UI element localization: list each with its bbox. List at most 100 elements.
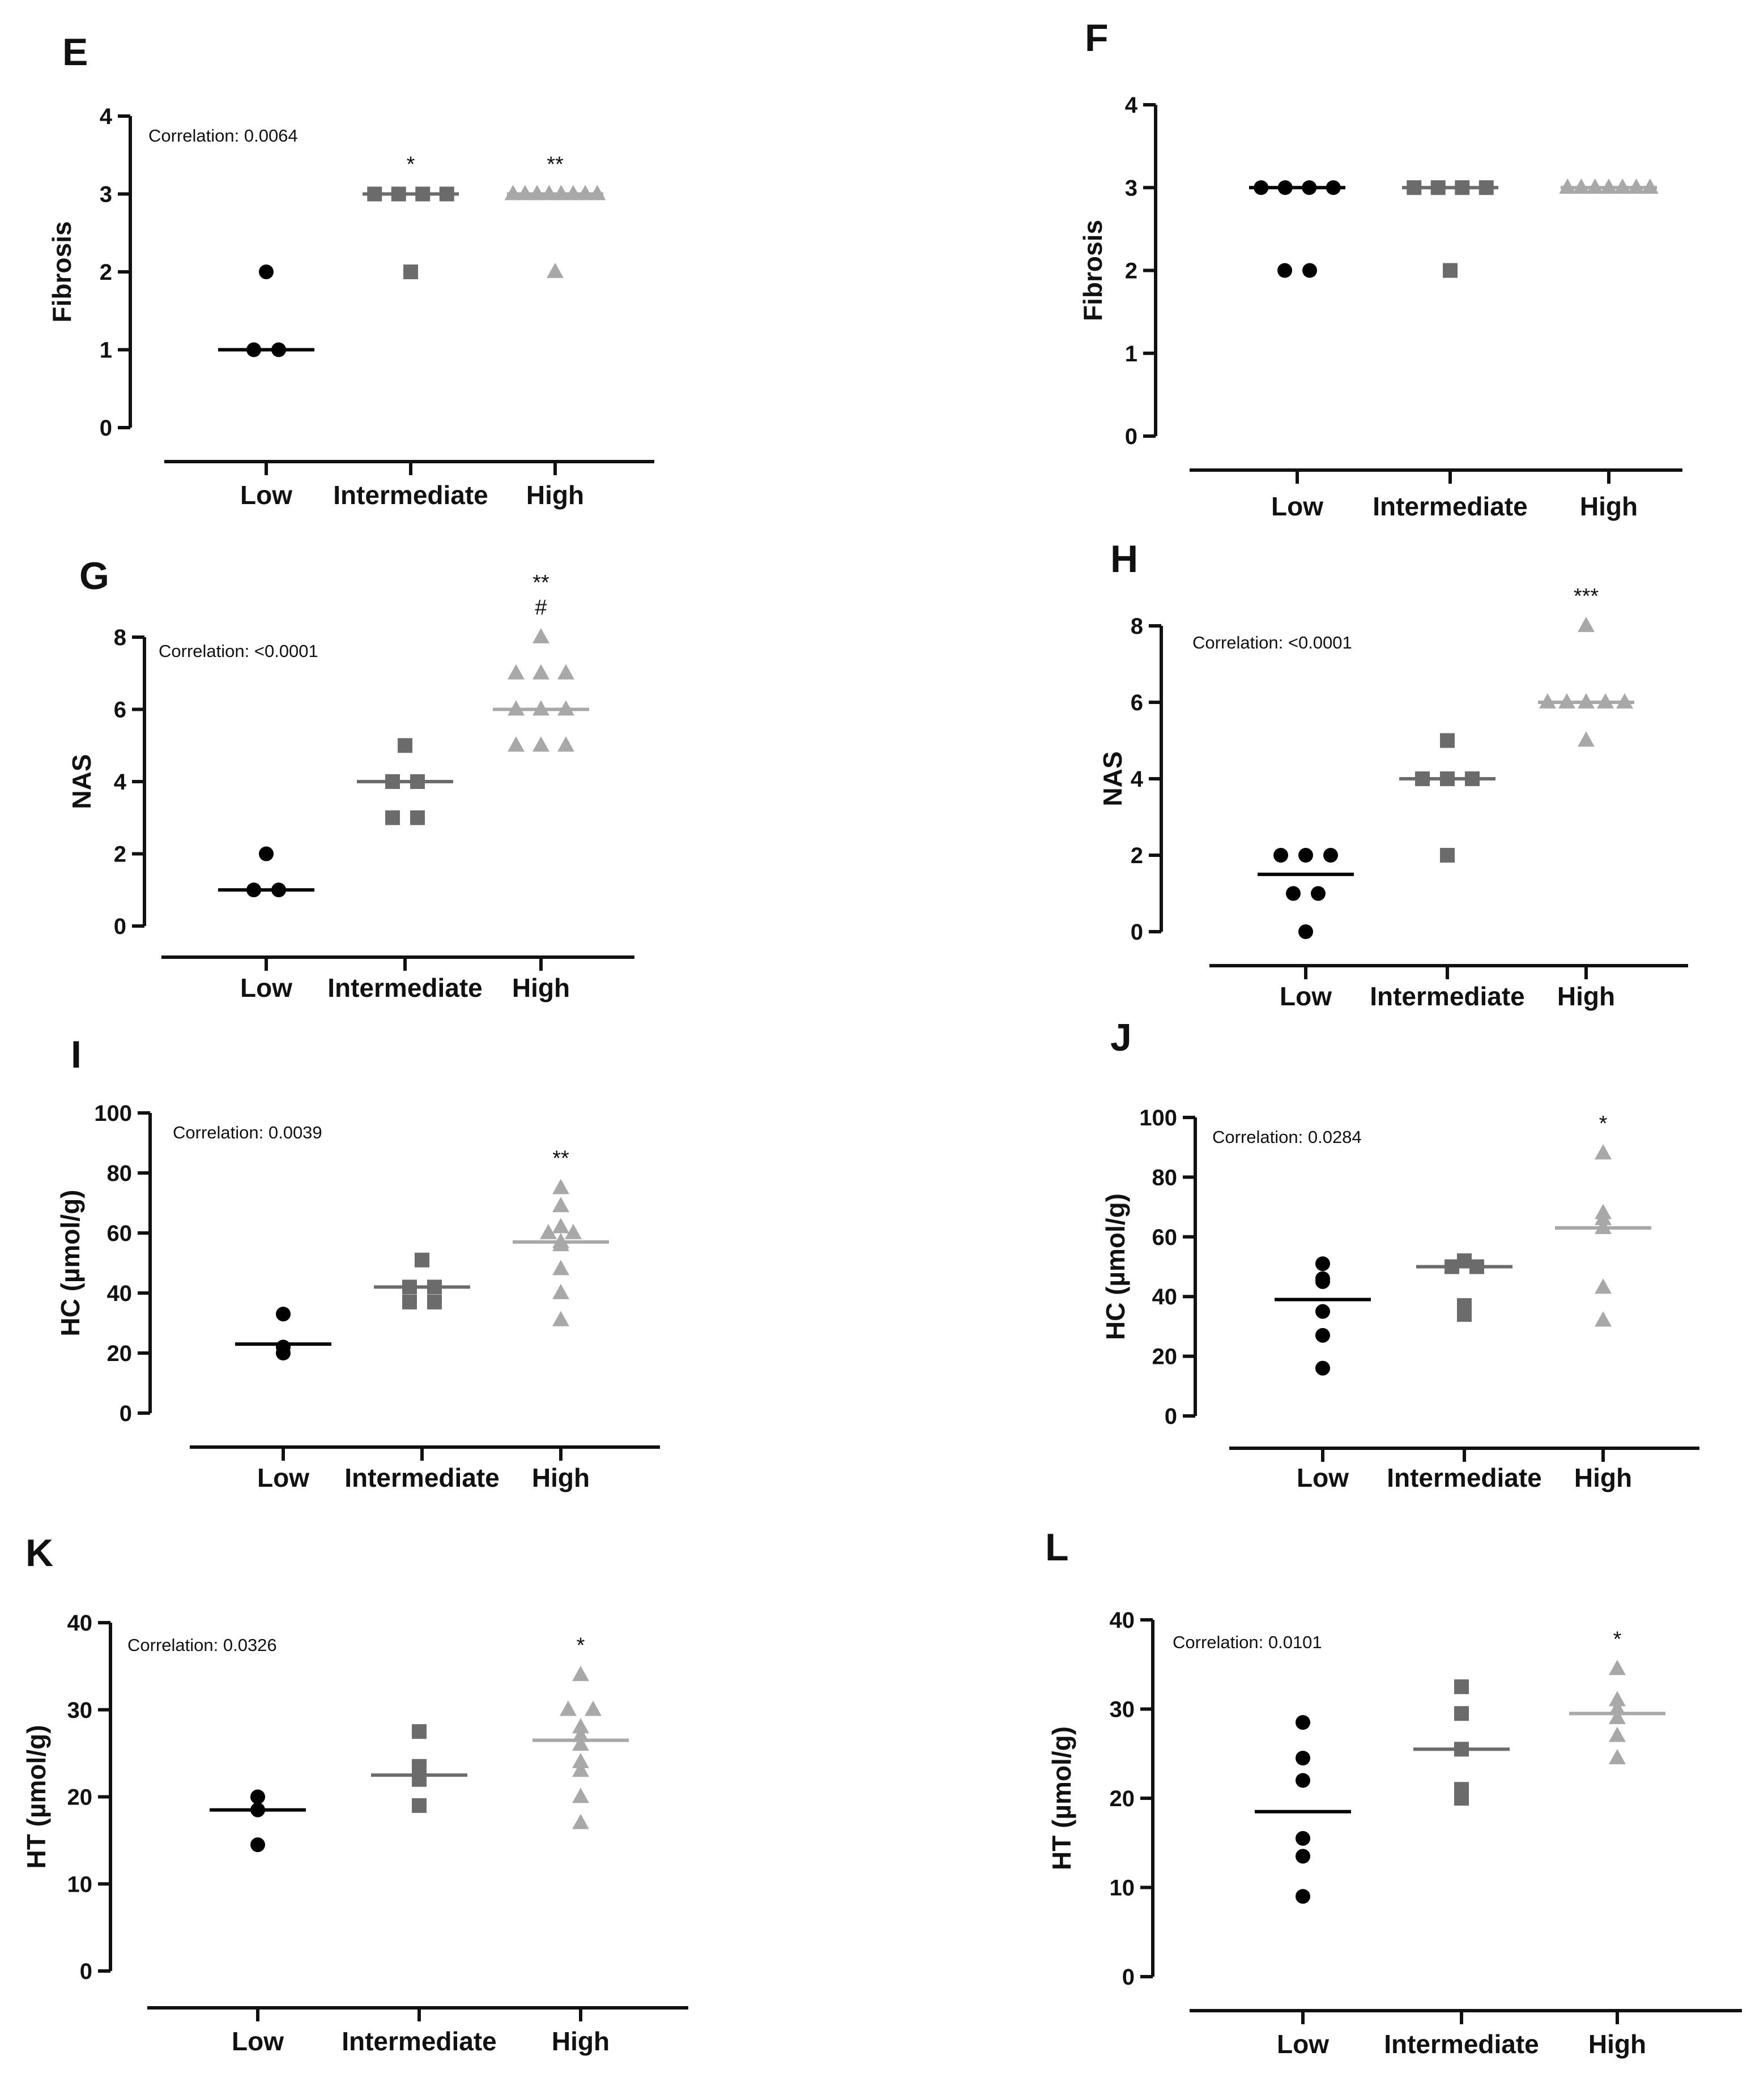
data-point [1296,1831,1310,1846]
y-tick-label: 0 [1165,1404,1177,1429]
data-point [403,264,418,279]
data-point [1323,848,1338,863]
x-category-label: High [552,2027,610,2056]
data-point [557,664,574,680]
data-point [1558,693,1575,709]
y-tick-label: 30 [1110,1697,1135,1722]
y-tick-label: 10 [67,1872,93,1897]
data-point [1457,1298,1472,1313]
data-point [565,1223,582,1239]
data-point [250,1837,265,1853]
correlation-label: Correlation: 0.0326 [127,1635,277,1655]
data-point [1478,180,1494,195]
y-tick-label: 2 [1131,843,1143,868]
data-point [552,1283,569,1299]
correlation-label: Correlation: 0.0101 [1173,1632,1322,1652]
data-point [1457,1253,1472,1268]
data-point [1573,178,1590,194]
significance-marker: ** [547,153,564,177]
data-point [246,342,261,357]
data-point [1616,693,1633,709]
data-point [1298,924,1313,939]
data-point [1539,693,1556,709]
x-category-label: Low [1280,982,1332,1011]
data-point [402,1279,417,1295]
correlation-label: Correlation: 0.0039 [173,1123,322,1142]
data-point [1298,848,1313,863]
data-point [552,1232,569,1248]
data-point [1595,1144,1612,1160]
correlation-label: Correlation: 0.0284 [1212,1127,1362,1147]
y-tick-label: 1 [100,338,112,363]
data-point [572,1735,589,1751]
data-point [259,846,274,861]
data-point [1311,886,1326,901]
data-point [1296,1751,1310,1766]
y-axis-label: HC (µmol/g) [56,1189,85,1336]
data-point [504,185,522,200]
data-point [1415,771,1430,786]
data-point [1302,263,1317,278]
panel-label: G [79,554,109,598]
data-point [1595,1218,1612,1234]
data-point [572,1814,589,1829]
data-point [557,700,574,716]
data-point [1286,886,1301,901]
data-point [427,1294,442,1309]
data-point [1614,178,1631,194]
data-point [1609,1700,1626,1716]
data-point [572,1718,589,1734]
x-category-label: High [1580,492,1638,521]
significance-marker: *** [1574,585,1599,608]
y-axis-label: Fibrosis [47,221,76,323]
data-point [552,1311,569,1326]
data-point [1273,848,1288,863]
data-point [367,186,382,202]
x-category-label: Intermediate [342,2027,497,2056]
data-point [1641,178,1659,194]
data-point [250,1802,265,1818]
x-category-label: High [512,973,570,1002]
y-tick-label: 20 [1152,1345,1178,1370]
x-category-label: Low [240,480,292,510]
y-tick-label: 60 [1152,1225,1178,1250]
data-point [412,1798,427,1813]
data-point [1597,693,1614,709]
x-category-label: Intermediate [333,480,488,510]
data-point [427,1279,442,1295]
data-point [1440,848,1455,863]
y-axis-label: HC (µmol/g) [1101,1193,1130,1340]
correlation-label: Correlation: <0.0001 [159,641,318,661]
data-point [1609,1726,1626,1742]
data-point [1443,263,1458,278]
data-point [572,1666,589,1682]
data-point [1277,180,1293,195]
data-point [532,664,549,680]
data-point [1609,1659,1626,1675]
panel-j: J 0 20 40 60 80 100 HC (µmol/g) Low Intermediate H… [1101,1016,1699,1492]
y-tick-label: 40 [107,1281,133,1306]
data-point [532,736,549,752]
y-tick-label: 40 [1152,1285,1178,1309]
data-point [271,342,286,357]
data-point [1609,1749,1626,1765]
data-point [1454,1679,1469,1695]
data-point [412,1768,427,1783]
data-point [398,738,412,753]
panel-g: G 0 2 4 6 8 NAS Low Intermediate High Correlation:… [67,554,634,1002]
significance-marker: * [577,1633,585,1657]
x-category-label: High [532,1463,590,1492]
data-point [1609,1691,1626,1706]
data-point [1469,1259,1484,1274]
x-category-label: Intermediate [327,973,483,1002]
data-point [1296,1849,1310,1864]
data-point [1578,731,1595,747]
data-point [532,700,549,716]
data-point [1254,180,1269,195]
data-point [1315,1271,1330,1286]
y-axis-label: Fibrosis [1078,220,1107,321]
y-axis-label: NAS [1098,751,1127,806]
panel-f: F 0 1 2 3 4 Fibrosis Low Intermediate High [1078,16,1682,521]
x-category-label: High [1588,2029,1646,2059]
y-tick-label: 4 [1125,93,1138,118]
